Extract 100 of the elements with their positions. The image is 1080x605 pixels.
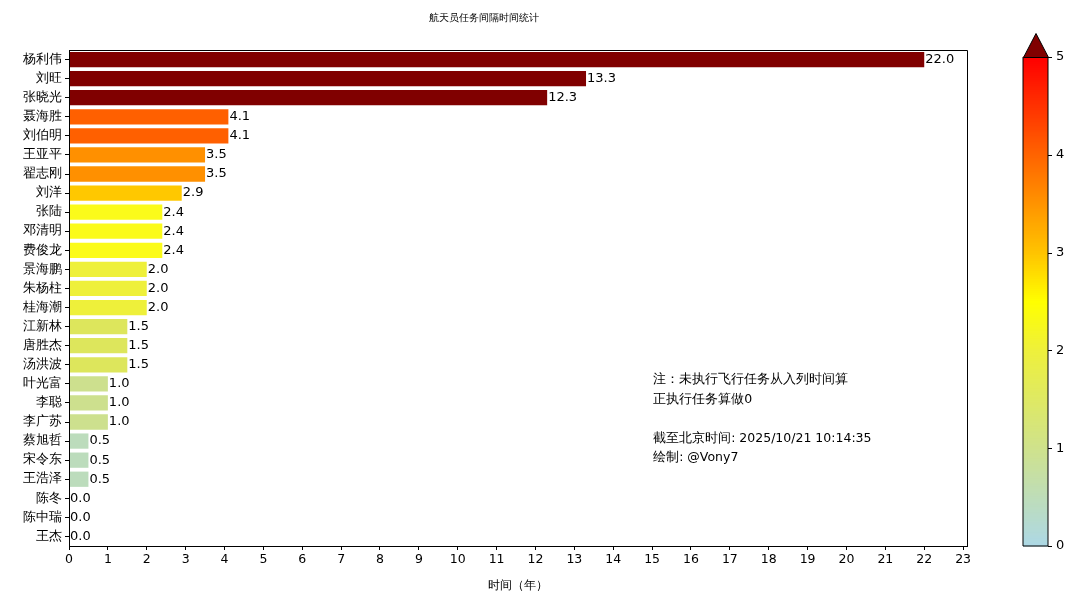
color-bar-label: 4 (1056, 146, 1065, 162)
annotation: 正执行任务算做0 (653, 390, 753, 406)
data-label: 2.0 (147, 298, 169, 314)
y-tick-label: 王亚平 (23, 146, 62, 162)
data-label: 1.0 (108, 413, 130, 429)
color-bar-label: 5 (1056, 48, 1065, 64)
data-label: 2.4 (163, 241, 184, 257)
bar (69, 376, 108, 392)
bar (69, 70, 587, 87)
y-tick-label: 杨利伟 (22, 50, 62, 66)
data-label: 0.0 (70, 508, 91, 524)
x-tick-label: 16 (683, 550, 699, 566)
y-tick-label: 蔡旭哲 (23, 432, 62, 448)
x-tick-label: 7 (337, 550, 346, 566)
x-tick-label: 22 (916, 550, 933, 566)
bar (69, 204, 163, 220)
y-tick-label: 聂海胜 (23, 108, 62, 124)
x-tick-label: 20 (838, 550, 855, 566)
x-tick-label: 19 (799, 550, 816, 566)
data-label: 2.4 (163, 222, 184, 238)
bar (69, 223, 163, 239)
y-tick-label: 邓清明 (23, 222, 62, 238)
bar (69, 395, 108, 411)
y-tick-label: 朱杨柱 (23, 279, 62, 295)
bar (69, 299, 147, 316)
data-label: 2.0 (147, 279, 169, 295)
y-tick-label: 景海鹏 (23, 260, 62, 276)
x-tick-label: 3 (181, 550, 190, 566)
y-tick-label: 张陆 (36, 203, 62, 219)
data-label: 0.0 (70, 489, 91, 505)
x-tick-label: 23 (955, 550, 972, 566)
y-tick-label: 叶光富 (23, 375, 62, 391)
y-tick-label: 桂海潮 (22, 298, 62, 314)
data-label: 2.9 (182, 184, 204, 200)
x-tick-label: 14 (605, 550, 622, 566)
y-tick-label: 宋令东 (23, 451, 62, 467)
annotation: 绘制: @Vony7 (653, 449, 739, 465)
bar (69, 433, 89, 449)
data-label: 0.5 (89, 432, 111, 448)
y-tick-label: 翟志刚 (23, 165, 62, 181)
bar (69, 147, 206, 163)
bar (69, 185, 182, 201)
x-tick-label: 13 (566, 550, 583, 566)
bar (69, 280, 147, 297)
bar (69, 338, 128, 354)
bar (69, 471, 89, 487)
data-label: 13.3 (587, 69, 616, 85)
data-label: 4.1 (229, 127, 251, 143)
y-tick-label: 刘伯明 (23, 127, 62, 143)
data-label: 4.1 (229, 108, 251, 124)
y-tick-label: 陈中瑞 (23, 508, 62, 524)
bar (69, 109, 229, 125)
y-tick-label: 李广苏 (23, 413, 62, 429)
bar (69, 166, 206, 182)
data-label: 1.5 (128, 317, 149, 333)
bar (69, 357, 128, 373)
y-tick-label: 陈冬 (36, 489, 62, 505)
x-tick-label: 4 (220, 550, 229, 566)
y-tick-label: 刘洋 (36, 184, 62, 200)
annotation: 截至北京时间: 2025/10/21 10:14:35 (653, 429, 872, 445)
y-tick-label: 王浩泽 (23, 470, 62, 486)
y-tick-label: 李聪 (36, 394, 62, 410)
color-bar-label: 2 (1056, 341, 1065, 357)
x-tick-label: 18 (760, 550, 777, 566)
data-label: 0.5 (89, 470, 111, 486)
bar (69, 414, 108, 430)
bar (69, 128, 229, 144)
color-bar-label: 1 (1056, 439, 1065, 455)
x-tick-label: 15 (644, 550, 661, 566)
y-tick-label: 江新林 (23, 317, 62, 333)
x-tick-label: 10 (449, 550, 466, 566)
color-bar-label: 0 (1056, 537, 1065, 553)
y-tick-label: 张晓光 (23, 88, 62, 104)
y-tick-label: 费俊龙 (23, 241, 62, 257)
bar (69, 90, 548, 106)
y-tick-label: 汤洪波 (23, 356, 62, 372)
data-label: 1.5 (128, 356, 149, 372)
x-tick-label: 6 (298, 550, 307, 566)
y-tick-label: 刘旺 (36, 69, 62, 85)
y-tick-label: 王杰 (36, 527, 62, 543)
data-label: 3.5 (206, 165, 227, 181)
x-tick-label: 8 (376, 550, 385, 566)
x-tick-label: 9 (414, 550, 423, 566)
chart-title: 航天员任务间隔时间统计 (428, 11, 539, 23)
annotation: 注：未执行飞行任务从入列时间算 (653, 371, 849, 387)
x-tick-label: 12 (527, 550, 544, 566)
data-label: 1.0 (108, 394, 130, 410)
data-label: 12.3 (548, 89, 578, 105)
bar (69, 242, 163, 258)
data-label: 2.4 (163, 203, 184, 219)
data-label: 22.0 (925, 50, 955, 66)
x-tick-label: 17 (721, 550, 738, 566)
bar (69, 452, 89, 468)
data-label: 3.5 (206, 146, 227, 162)
x-tick-label: 1 (103, 550, 112, 566)
x-tick-label: 0 (65, 550, 74, 566)
bar (69, 51, 925, 68)
x-tick-label: 5 (259, 550, 268, 566)
color-bar-label: 3 (1056, 243, 1065, 259)
data-label: 0.5 (89, 451, 111, 467)
